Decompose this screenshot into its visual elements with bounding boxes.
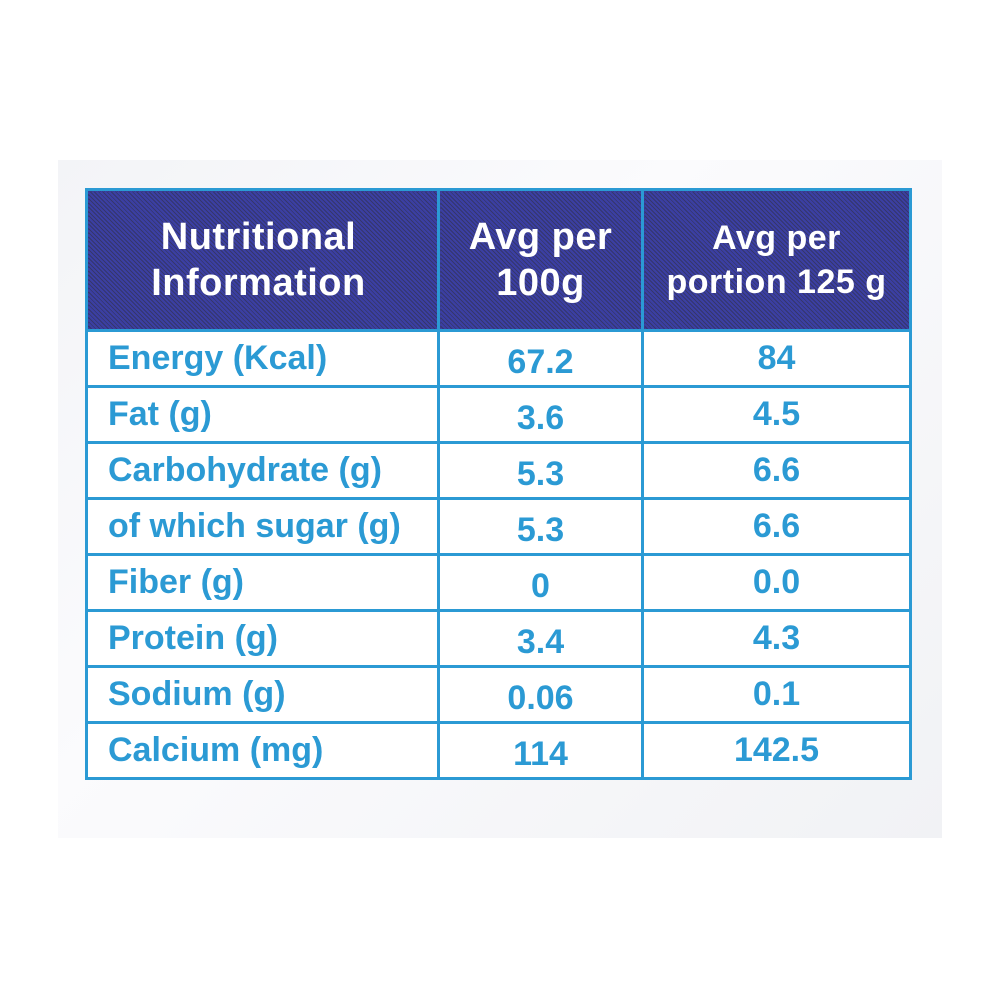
row-per-100g: 3.4 [437,609,644,668]
row-per-portion: 6.6 [641,441,912,500]
row-name: Fiber (g) [85,553,440,612]
header-col3-line1: Avg per [712,219,841,257]
header-nutritional-information: Nutritional Information [85,188,440,332]
header-col1-line2: Information [151,262,366,304]
row-per-portion: 4.5 [641,385,912,444]
table-row: of which sugar (g) 5.3 6.6 [85,497,912,556]
header-col2-line1: Avg per [468,216,613,258]
table-row: Calcium (mg) 114 142.5 [85,721,912,780]
row-per-100g: 5.3 [437,441,644,500]
row-per-100g: 0 [437,553,644,612]
row-per-portion: 0.0 [641,553,912,612]
header-col2-line2: 100g [496,262,585,304]
header-col3-line2: portion 125 g [666,263,887,301]
header-avg-per-portion: Avg per portion 125 g [641,188,912,332]
table-row: Sodium (g) 0.06 0.1 [85,665,912,724]
row-name: Energy (Kcal) [85,329,440,388]
nutrition-table: Nutritional Information Avg per 100g Avg… [85,188,912,780]
row-per-portion: 84 [641,329,912,388]
table-row: Protein (g) 3.4 4.3 [85,609,912,668]
table-row: Carbohydrate (g) 5.3 6.6 [85,441,912,500]
row-name: Calcium (mg) [85,721,440,780]
row-name: of which sugar (g) [85,497,440,556]
row-per-100g: 0.06 [437,665,644,724]
table-row: Fiber (g) 0 0.0 [85,553,912,612]
row-name: Carbohydrate (g) [85,441,440,500]
row-per-portion: 6.6 [641,497,912,556]
row-per-100g: 67.2 [437,329,644,388]
table-row: Fat (g) 3.6 4.5 [85,385,912,444]
row-per-portion: 4.3 [641,609,912,668]
header-col1-line1: Nutritional [160,216,357,258]
row-per-portion: 142.5 [641,721,912,780]
row-per-100g: 5.3 [437,497,644,556]
row-per-100g: 3.6 [437,385,644,444]
row-name: Protein (g) [85,609,440,668]
row-name: Fat (g) [85,385,440,444]
row-per-portion: 0.1 [641,665,912,724]
table-row: Energy (Kcal) 67.2 84 [85,329,912,388]
header-avg-per-100g: Avg per 100g [437,188,644,332]
header-row: Nutritional Information Avg per 100g Avg… [85,188,912,332]
row-name: Sodium (g) [85,665,440,724]
row-per-100g: 114 [437,721,644,780]
